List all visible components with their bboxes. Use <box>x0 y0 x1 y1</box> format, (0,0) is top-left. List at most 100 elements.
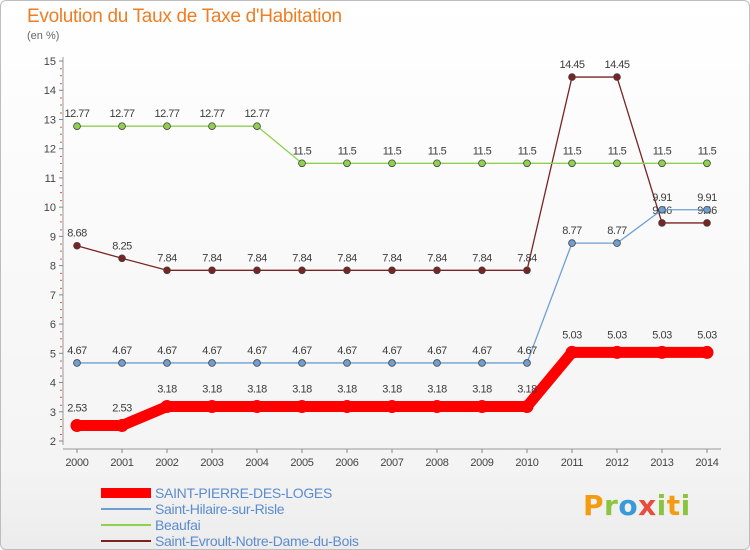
data-label-saint-evroult-notre-dame-du-bois: 14.45 <box>604 59 629 71</box>
data-point-saint-evroult-notre-dame-du-bois <box>659 220 666 227</box>
line-chart: 234567891011121314152000 2001 2002 2003 2004… <box>1 1 750 550</box>
legend-swatch-saint-hilaire-sur-risle <box>101 508 151 510</box>
data-label-saint-hilaire-sur-risle: 9.91 <box>697 192 717 204</box>
x-tick-label: 2005 <box>290 457 313 469</box>
data-point-saint-evroult-notre-dame-du-bois <box>704 220 711 227</box>
data-label-saint-pierre-des-loges: 5.03 <box>652 329 672 341</box>
y-tick-label: 2 <box>50 436 56 448</box>
x-tick-label: 2013 <box>650 457 673 469</box>
data-label-saint-hilaire-sur-risle: 9.91 <box>652 192 672 204</box>
y-tick-label: 11 <box>45 173 56 185</box>
logo-letter: x <box>638 489 657 522</box>
data-label-saint-hilaire-sur-risle: 4.67 <box>472 345 492 357</box>
data-label-saint-hilaire-sur-risle: 8.77 <box>562 225 582 237</box>
legend-label-beaufai: Beaufai <box>155 517 200 533</box>
data-point-beaufai <box>119 123 126 130</box>
data-label-beaufai: 12.77 <box>109 108 134 120</box>
data-label-saint-evroult-notre-dame-du-bois: 7.84 <box>382 252 402 264</box>
x-tick-label: 2001 <box>110 457 133 469</box>
data-label-saint-evroult-notre-dame-du-bois: 7.84 <box>157 252 177 264</box>
data-point-saint-evroult-notre-dame-du-bois <box>254 267 261 274</box>
data-label-saint-evroult-notre-dame-du-bois: 7.84 <box>247 252 267 264</box>
data-point-saint-pierre-des-loges <box>521 400 534 413</box>
data-label-beaufai: 12.77 <box>64 108 89 120</box>
y-tick-label: 6 <box>50 319 56 331</box>
data-point-saint-evroult-notre-dame-du-bois <box>119 255 126 262</box>
x-tick-label: 2002 <box>155 457 178 469</box>
data-label-saint-evroult-notre-dame-du-bois: 7.84 <box>337 252 357 264</box>
data-label-saint-hilaire-sur-risle: 4.67 <box>202 345 222 357</box>
data-point-beaufai <box>614 160 621 167</box>
data-label-beaufai: 11.5 <box>518 145 537 157</box>
data-point-saint-hilaire-sur-risle <box>164 360 171 367</box>
data-label-saint-pierre-des-loges: 3.18 <box>157 384 177 396</box>
logo-letter: r <box>604 489 618 522</box>
x-tick-label: 2009 <box>470 457 493 469</box>
data-point-beaufai <box>74 123 81 130</box>
data-label-saint-hilaire-sur-risle: 4.67 <box>292 345 312 357</box>
data-point-saint-pierre-des-loges <box>566 346 579 359</box>
data-point-saint-pierre-des-loges <box>386 400 399 413</box>
data-point-saint-hilaire-sur-risle <box>524 360 531 367</box>
data-label-saint-pierre-des-loges: 3.18 <box>247 384 267 396</box>
data-point-beaufai <box>479 160 486 167</box>
data-point-beaufai <box>524 160 531 167</box>
data-label-saint-evroult-notre-dame-du-bois: 7.84 <box>517 252 537 264</box>
data-point-saint-hilaire-sur-risle <box>389 360 396 367</box>
data-label-saint-hilaire-sur-risle: 4.67 <box>247 345 267 357</box>
data-label-beaufai: 11.5 <box>473 145 492 157</box>
data-point-saint-hilaire-sur-risle <box>344 360 351 367</box>
data-point-beaufai <box>389 160 396 167</box>
legend-swatch-saint-evroult-notre-dame-du-bois <box>101 540 151 542</box>
logo-letter: P <box>583 489 604 522</box>
y-tick-label: 7 <box>50 290 56 302</box>
data-point-saint-hilaire-sur-risle <box>614 240 621 247</box>
data-label-saint-pierre-des-loges: 3.18 <box>337 384 357 396</box>
chart-frame: Evolution du Taux de Taxe d'Habitation (… <box>0 0 750 550</box>
data-label-saint-evroult-notre-dame-du-bois: 14.45 <box>559 59 584 71</box>
legend-label-saint-pierre-des-loges: SAINT-PIERRE-DES-LOGES <box>155 485 332 501</box>
data-label-beaufai: 11.5 <box>608 145 627 157</box>
data-point-saint-evroult-notre-dame-du-bois <box>299 267 306 274</box>
data-point-saint-evroult-notre-dame-du-bois <box>74 242 81 249</box>
data-label-saint-evroult-notre-dame-du-bois: 7.84 <box>427 252 447 264</box>
data-point-saint-pierre-des-loges <box>611 346 624 359</box>
y-tick-label: 4 <box>50 378 56 390</box>
data-label-beaufai: 11.5 <box>563 145 582 157</box>
data-label-beaufai: 11.5 <box>653 145 672 157</box>
data-label-saint-pierre-des-loges: 3.18 <box>202 384 222 396</box>
data-point-saint-hilaire-sur-risle <box>659 206 666 213</box>
y-tick-label: 8 <box>50 261 56 273</box>
data-point-saint-hilaire-sur-risle <box>254 360 261 367</box>
x-tick-label: 2010 <box>515 457 538 469</box>
data-label-saint-pierre-des-loges: 5.03 <box>697 329 717 341</box>
data-label-saint-hilaire-sur-risle: 4.67 <box>517 345 537 357</box>
data-label-saint-pierre-des-loges: 3.18 <box>517 384 537 396</box>
data-label-saint-evroult-notre-dame-du-bois: 7.84 <box>202 252 222 264</box>
data-point-saint-pierre-des-loges <box>296 400 309 413</box>
x-tick-label: 2003 <box>200 457 223 469</box>
logo-letter: t <box>667 489 681 522</box>
data-label-beaufai: 12.77 <box>244 108 269 120</box>
data-label-saint-hilaire-sur-risle: 4.67 <box>427 345 447 357</box>
data-label-saint-evroult-notre-dame-du-bois: 7.84 <box>292 252 312 264</box>
data-point-saint-hilaire-sur-risle <box>479 360 486 367</box>
data-point-saint-pierre-des-loges <box>161 400 174 413</box>
data-point-saint-evroult-notre-dame-du-bois <box>614 74 621 81</box>
data-point-saint-hilaire-sur-risle <box>209 360 216 367</box>
data-point-saint-hilaire-sur-risle <box>569 240 576 247</box>
x-tick-label: 2006 <box>335 457 358 469</box>
data-point-beaufai <box>434 160 441 167</box>
data-label-saint-hilaire-sur-risle: 4.67 <box>382 345 402 357</box>
data-point-beaufai <box>659 160 666 167</box>
data-label-saint-pierre-des-loges: 3.18 <box>472 384 492 396</box>
data-label-beaufai: 11.5 <box>293 145 312 157</box>
data-point-saint-pierre-des-loges <box>701 346 714 359</box>
data-label-saint-evroult-notre-dame-du-bois: 7.84 <box>472 252 492 264</box>
x-tick-label: 2000 <box>65 457 88 469</box>
legend-swatch-beaufai <box>101 524 151 526</box>
data-point-saint-evroult-notre-dame-du-bois <box>479 267 486 274</box>
proxiti-logo: Proxiti <box>583 489 691 522</box>
data-point-beaufai <box>569 160 576 167</box>
data-point-saint-hilaire-sur-risle <box>74 360 81 367</box>
